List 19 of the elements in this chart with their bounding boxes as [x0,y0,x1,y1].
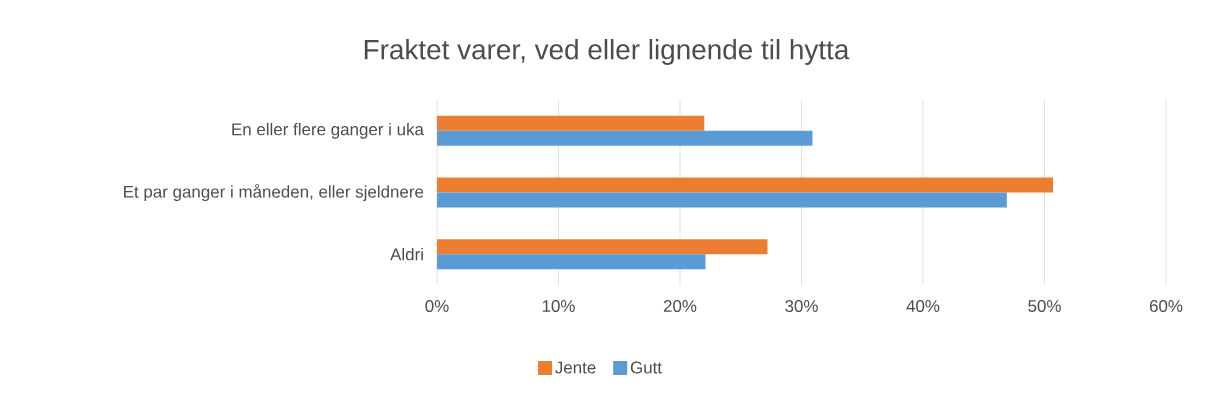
x-tick-label: 20% [663,300,697,313]
bar [437,177,1054,193]
y-tick-label: Et par ganger i måneden, eller sjeldnere [124,183,424,202]
x-tick-label: 0% [425,300,449,313]
legend-label: Gutt [630,361,662,374]
bar [437,115,705,131]
y-tick-label: En eller flere ganger i uka [232,122,424,139]
bar [437,130,813,146]
bar [437,192,1007,208]
bar [437,254,706,270]
chart-title: Fraktet varer, ved eller lignende til hytta [364,38,850,65]
x-tick-label: 40% [906,300,940,313]
x-tick-label: 60% [1149,300,1183,313]
x-tick-label: 30% [785,300,818,313]
x-tick-label: 10% [542,300,575,313]
bar [437,239,768,255]
y-tick-label: Aldri [390,247,423,261]
legend-label: Jente [555,361,596,374]
x-tick-label: 50% [1028,300,1061,313]
